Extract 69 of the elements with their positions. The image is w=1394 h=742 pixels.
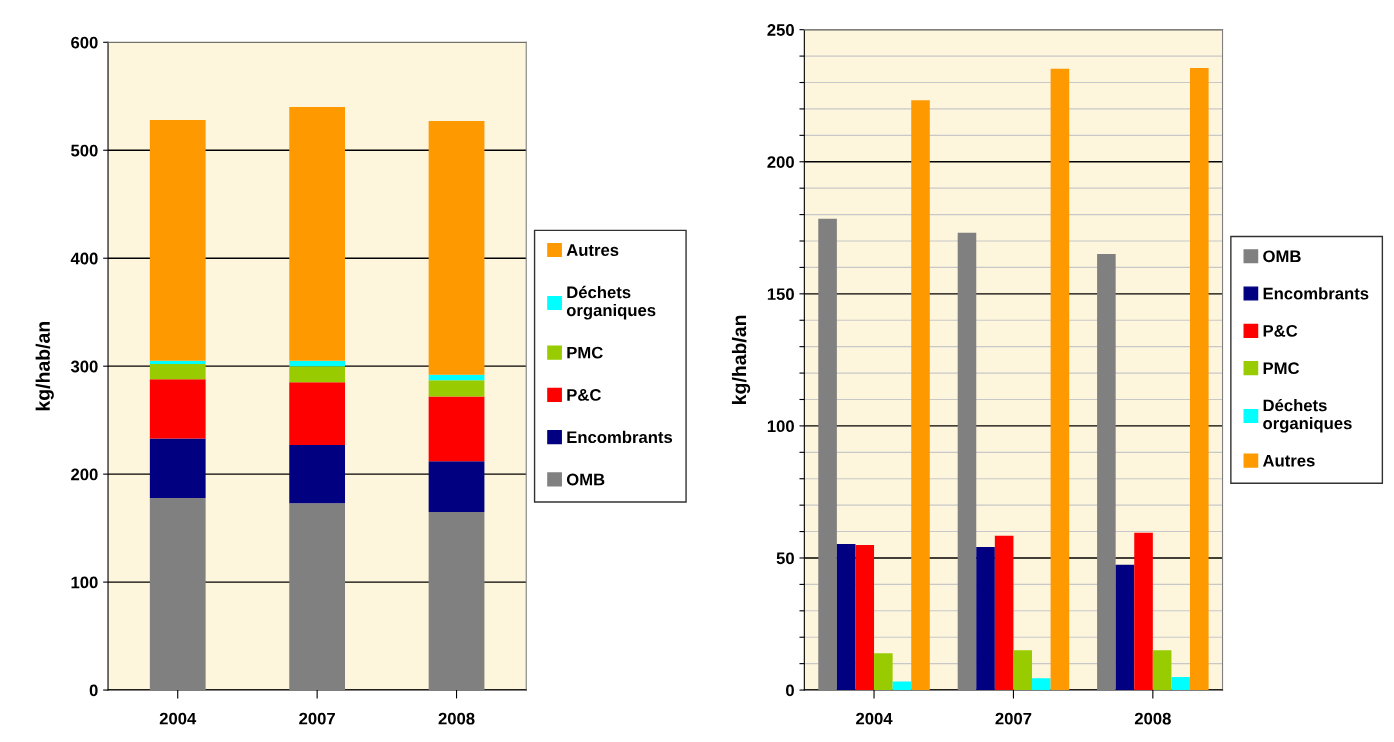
bar [428,374,485,381]
bar [874,653,893,691]
legend-label: P&C [1263,324,1298,337]
y-tick-label: 0 [89,684,98,697]
legend-label: PMC [567,346,603,359]
x-tick-label: 2008 [1134,712,1171,725]
bar [149,360,206,365]
y-tick-label: 50 [776,552,794,565]
bar [1013,650,1033,691]
bar [149,120,206,361]
y-tick-label: 250 [767,24,794,36]
bar [289,503,346,691]
bar [428,396,485,462]
bar [911,100,930,691]
y-tick-label: 600 [71,36,98,49]
bar [1171,677,1191,691]
bar [1115,564,1135,691]
bar [428,461,485,512]
bar [289,360,346,367]
bar [976,546,995,691]
legend-label: Encombrants [567,430,673,444]
bar [957,232,977,691]
legend-label: Encombrants [1263,287,1369,300]
legend-label: Autres [1262,454,1315,467]
y-tick-label: 200 [767,156,794,168]
bar [1134,532,1153,691]
bar [1050,68,1070,691]
bar [149,379,206,439]
bar [289,382,346,445]
y-tick-label: 100 [767,420,794,433]
bar [818,218,837,691]
legend-label: P&C [567,389,601,401]
legend-label: OMB [566,473,605,486]
y-tick-label: 200 [71,468,98,481]
y-tick-label: 0 [786,684,794,697]
bar [428,380,485,397]
bar [289,107,346,361]
bar [289,444,346,504]
x-tick-label: 2004 [856,712,893,725]
legend-label: Déchets organiques [566,285,656,320]
y-tick-label: 500 [71,144,98,157]
bar [855,545,875,691]
y-tick-label: 100 [71,576,98,589]
x-tick-label: 2008 [438,712,475,725]
bar [428,511,485,691]
bar [892,681,912,691]
legend-label: PMC [1263,362,1300,375]
x-tick-label: 2007 [995,712,1032,725]
y-tick-label: 400 [70,252,98,265]
bar [149,497,206,691]
x-tick-label: 2004 [159,712,197,725]
bar [149,438,206,498]
bar [836,543,856,691]
y-axis-title: kg/hab/an [35,322,54,411]
y-tick-label: 300 [70,360,98,373]
bar [428,121,485,375]
legend-label: Autres [566,244,619,256]
bar [1032,678,1051,691]
bar [149,364,206,380]
legend-label: OMB [1263,250,1301,263]
legend-label: Déchets organiques [1263,398,1352,433]
bar [1097,253,1116,691]
bar [289,366,346,383]
bar [1190,67,1209,691]
x-tick-label: 2007 [299,712,335,725]
y-tick-label: 150 [767,288,794,301]
bar [994,535,1014,691]
y-axis-title: kg/hab/an [731,315,751,404]
bar [1152,650,1172,691]
